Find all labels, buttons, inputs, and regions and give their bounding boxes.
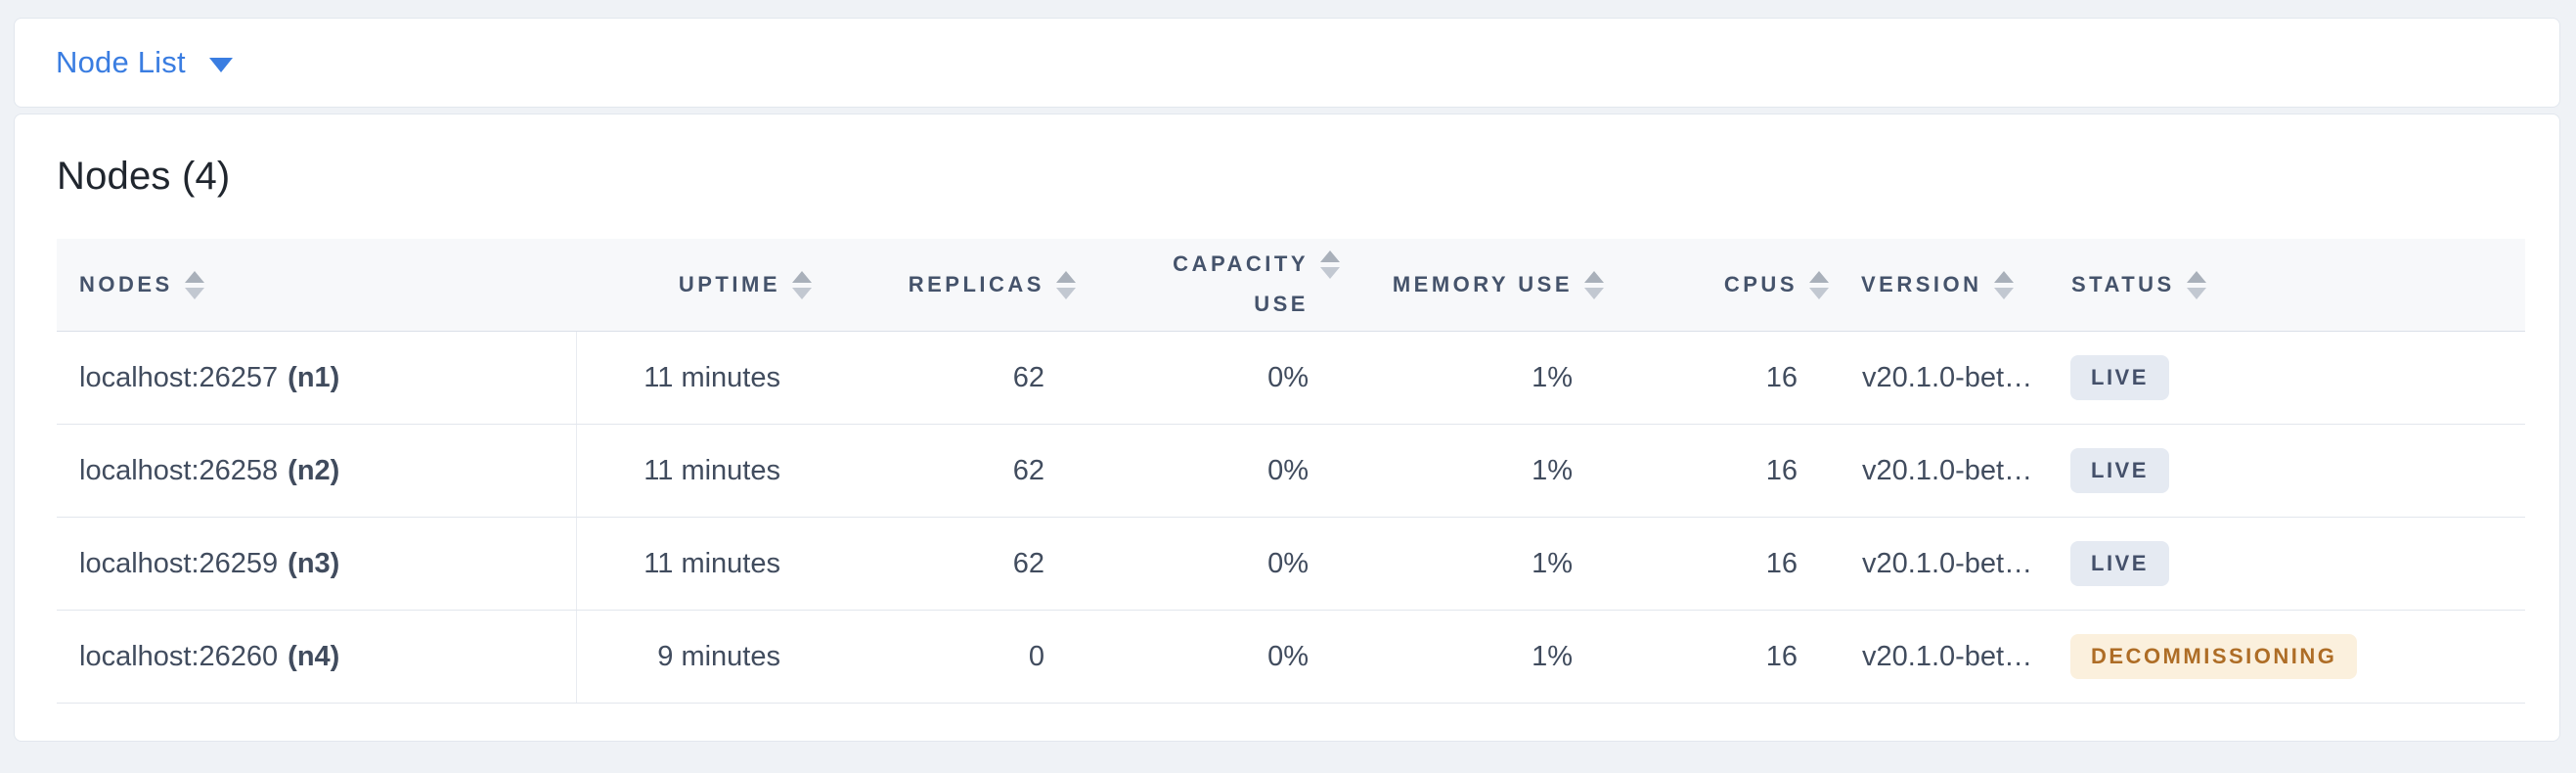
- nodes-card: Nodes (4) NODES UPTIME REPLICAS: [14, 114, 2560, 742]
- node-address: localhost:26259: [79, 547, 279, 579]
- replicas-cell: 62: [1012, 454, 1044, 486]
- table-header: NODES UPTIME REPLICAS CAPACITY USE: [57, 239, 2525, 332]
- node-address: localhost:26257: [79, 361, 279, 393]
- nodes-table: NODES UPTIME REPLICAS CAPACITY USE: [57, 239, 2525, 704]
- uptime-cell: 11 minutes: [644, 547, 780, 579]
- sort-icon: [184, 270, 204, 299]
- uptime-cell: 11 minutes: [644, 454, 780, 486]
- sort-icon: [1056, 270, 1076, 299]
- sort-icon: [1584, 270, 1604, 299]
- node-list-dropdown[interactable]: Node List: [56, 45, 233, 80]
- capacity-use-cell: 0%: [1267, 361, 1309, 393]
- sort-icon: [1993, 270, 2014, 299]
- column-header-replicas-label: REPLICAS: [908, 271, 1044, 296]
- node-address-cell: localhost:26258 (n2): [57, 425, 577, 517]
- memory-use-cell: 1%: [1532, 640, 1573, 672]
- page: Node List Nodes (4) NODES UPTIME: [14, 18, 2560, 742]
- status-cell: LIVE: [2049, 425, 2525, 517]
- column-header-version-label: VERSION: [1861, 271, 1982, 296]
- table-header-row: NODES UPTIME REPLICAS CAPACITY USE: [57, 239, 2525, 332]
- status-cell: LIVE: [2049, 332, 2525, 424]
- column-header-status[interactable]: STATUS: [2049, 239, 2525, 331]
- column-header-status-label: STATUS: [2071, 271, 2175, 296]
- table-row-n3: localhost:26259 (n3) 11 minutes 62 0% 1%…: [57, 518, 2525, 611]
- node-list-dropdown-label: Node List: [56, 45, 186, 79]
- node-id: (n3): [288, 547, 340, 579]
- status-badge: LIVE: [2070, 355, 2169, 400]
- node-address-cell: localhost:26259 (n3): [57, 518, 577, 610]
- table-body: localhost:26257 (n1) 11 minutes 62 0% 1%…: [57, 332, 2525, 704]
- view-selector-card: Node List: [14, 18, 2560, 108]
- column-header-replicas[interactable]: REPLICAS: [822, 239, 1086, 331]
- memory-use-cell: 1%: [1532, 361, 1573, 393]
- title-block: Nodes (4): [57, 114, 2525, 239]
- replicas-cell: 62: [1012, 547, 1044, 579]
- column-header-version[interactable]: VERSION: [1839, 239, 2049, 331]
- node-address: localhost:26260: [79, 640, 279, 672]
- cpus-cell: 16: [1765, 640, 1798, 672]
- table-row-n1: localhost:26257 (n1) 11 minutes 62 0% 1%…: [57, 332, 2525, 425]
- memory-use-cell: 1%: [1532, 547, 1573, 579]
- column-header-nodes-label: NODES: [79, 271, 173, 296]
- column-header-uptime[interactable]: UPTIME: [577, 239, 822, 331]
- node-address-cell: localhost:26260 (n4): [57, 611, 577, 703]
- version-cell: v20.1.0-bet…: [1862, 547, 2033, 579]
- version-cell: v20.1.0-bet…: [1862, 640, 2033, 672]
- node-id: (n1): [288, 361, 340, 393]
- node-address: localhost:26258: [79, 454, 279, 486]
- table-row-n4: localhost:26260 (n4) 9 minutes 0 0% 1% 1…: [57, 611, 2525, 704]
- column-header-memory-use-label: MEMORY USE: [1392, 271, 1573, 296]
- replicas-cell: 0: [1028, 640, 1044, 672]
- table-row-n2: localhost:26258 (n2) 11 minutes 62 0% 1%…: [57, 425, 2525, 518]
- replicas-cell: 62: [1012, 361, 1044, 393]
- column-header-memory-use[interactable]: MEMORY USE: [1350, 239, 1614, 331]
- version-cell: v20.1.0-bet…: [1862, 454, 2033, 486]
- cpus-cell: 16: [1765, 547, 1798, 579]
- sort-icon: [1320, 250, 1340, 279]
- caret-down-icon: [208, 57, 233, 72]
- capacity-use-cell: 0%: [1267, 547, 1309, 579]
- capacity-use-cell: 0%: [1267, 640, 1309, 672]
- column-header-capacity-use-label: CAPACITY USE: [1173, 251, 1309, 316]
- column-header-cpus[interactable]: CPUS: [1614, 239, 1839, 331]
- column-header-capacity-use[interactable]: CAPACITY USE: [1086, 239, 1350, 331]
- capacity-use-cell: 0%: [1267, 454, 1309, 486]
- status-cell: LIVE: [2049, 518, 2525, 610]
- uptime-cell: 11 minutes: [644, 361, 780, 393]
- column-header-cpus-label: CPUS: [1723, 271, 1798, 296]
- page-title: Nodes (4): [57, 155, 231, 198]
- node-id: (n2): [288, 454, 340, 486]
- sort-icon: [2186, 270, 2206, 299]
- node-id: (n4): [288, 640, 340, 672]
- sort-icon: [792, 270, 812, 299]
- status-badge: LIVE: [2070, 448, 2169, 493]
- cpus-cell: 16: [1765, 361, 1798, 393]
- version-cell: v20.1.0-bet…: [1862, 361, 2033, 393]
- sort-icon: [1809, 270, 1829, 299]
- status-badge: LIVE: [2070, 541, 2169, 586]
- uptime-cell: 9 minutes: [657, 640, 780, 672]
- column-header-nodes[interactable]: NODES: [57, 239, 577, 331]
- status-cell: DECOMMISSIONING: [2049, 611, 2525, 703]
- status-badge: DECOMMISSIONING: [2070, 634, 2358, 679]
- cpus-cell: 16: [1765, 454, 1798, 486]
- memory-use-cell: 1%: [1532, 454, 1573, 486]
- node-address-cell: localhost:26257 (n1): [57, 332, 577, 424]
- column-header-uptime-label: UPTIME: [678, 271, 780, 296]
